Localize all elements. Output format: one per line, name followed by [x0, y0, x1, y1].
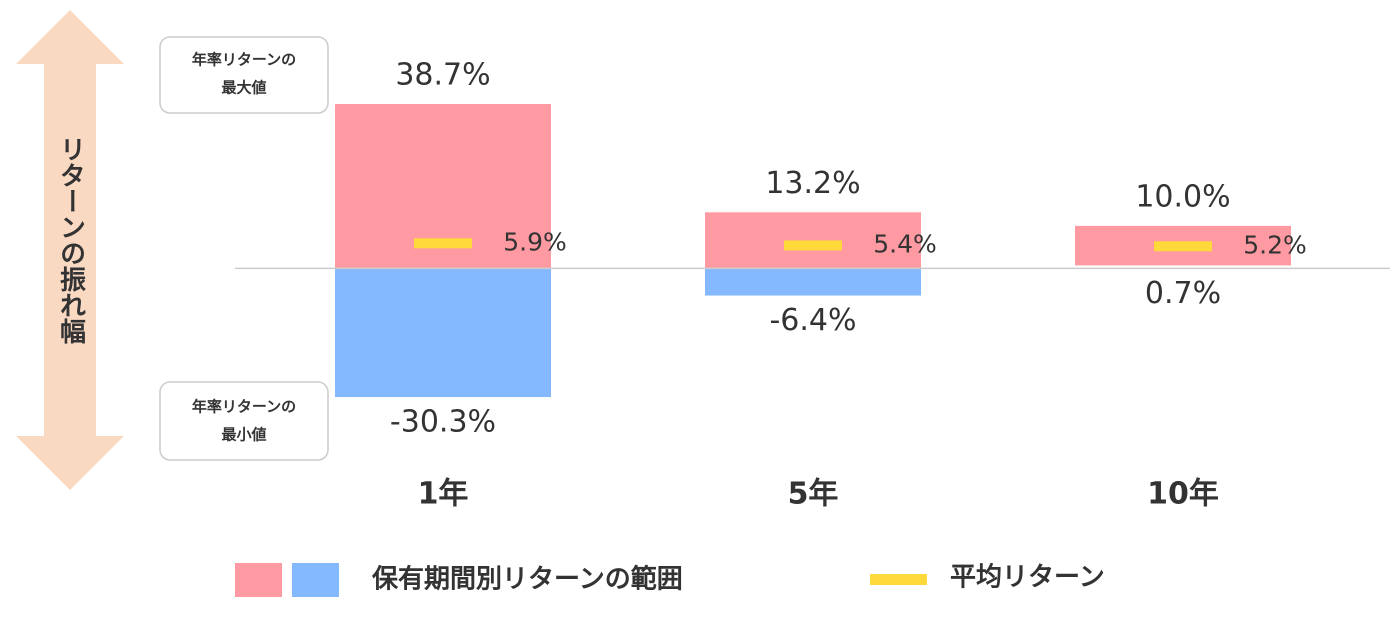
legend-label: 保有期間別リターンの範囲 — [371, 564, 683, 595]
y-axis-label: リターンの振れ幅 — [56, 136, 86, 344]
callout-text: 最小値 — [221, 426, 266, 444]
average-label: 5.2% — [1243, 230, 1307, 259]
range-bar-negative — [705, 268, 921, 296]
min-label: -6.4% — [769, 303, 856, 338]
callout-box — [159, 36, 329, 114]
max-label: 38.7% — [395, 58, 490, 93]
callout-text: 最大値 — [221, 79, 266, 97]
average-marker — [784, 240, 842, 251]
legend-swatch — [870, 574, 927, 585]
range-bar-negative — [335, 268, 551, 398]
max-label: 13.2% — [765, 166, 860, 201]
callout-text: 年率リターンの — [192, 51, 296, 69]
x-tick-label: 10年 — [1147, 477, 1219, 512]
average-marker — [414, 238, 472, 249]
max-label: 10.0% — [1135, 179, 1230, 214]
min-label: -30.3% — [390, 405, 496, 440]
x-tick-label: 5年 — [788, 477, 839, 512]
average-label: 5.9% — [503, 227, 567, 256]
range-bar-positive — [705, 212, 921, 269]
callout-text: 年率リターンの — [192, 398, 296, 416]
min-label: 0.7% — [1145, 276, 1221, 311]
legend-swatch — [292, 563, 339, 597]
range-arrow — [16, 10, 124, 490]
x-tick-label: 1年 — [418, 477, 469, 512]
average-label: 5.4% — [873, 229, 937, 258]
legend-swatch — [235, 563, 282, 597]
legend-label: 平均リターン — [950, 563, 1105, 593]
callout-box — [159, 381, 329, 461]
average-marker — [1154, 241, 1212, 252]
